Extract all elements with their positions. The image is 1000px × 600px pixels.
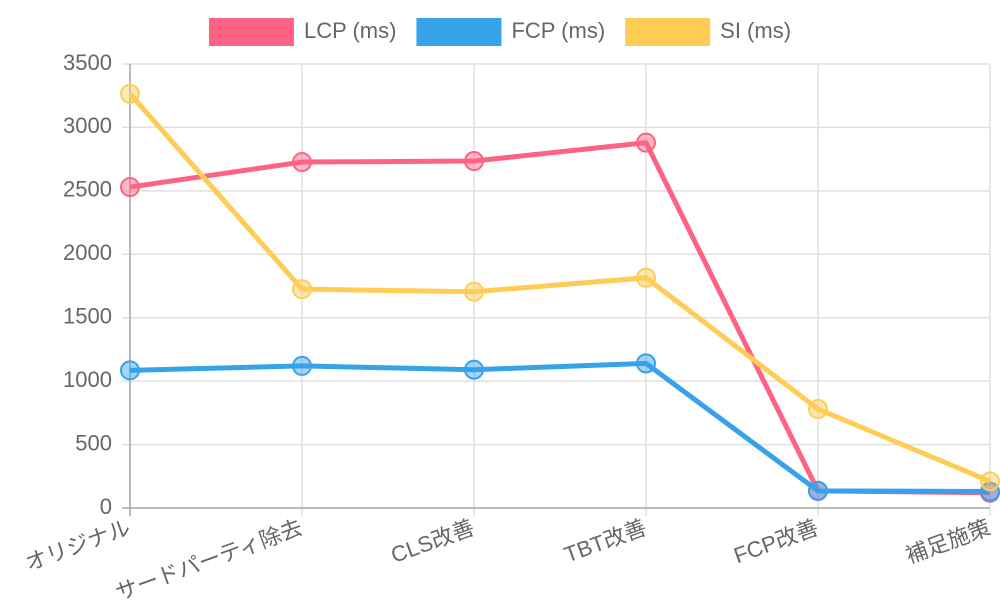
legend-swatch xyxy=(625,18,711,46)
legend: LCP (ms) FCP (ms) SI (ms) xyxy=(208,18,791,46)
x-tick-label: 補足施策 xyxy=(902,515,993,569)
data-point xyxy=(980,481,1000,502)
data-point xyxy=(292,152,312,173)
y-tick-label: 3500 xyxy=(63,50,112,75)
data-point xyxy=(464,151,484,172)
legend-label: FCP (ms) xyxy=(511,18,605,43)
x-tick-label: サードパーティ除去 xyxy=(112,515,305,600)
data-point xyxy=(636,353,656,374)
series-line xyxy=(128,92,991,484)
y-tick-label: 1500 xyxy=(63,304,112,329)
x-tick-label: FCP改善 xyxy=(730,515,821,569)
data-point xyxy=(292,279,312,300)
data-point xyxy=(120,83,140,104)
data-point xyxy=(120,360,140,381)
data-point xyxy=(980,471,1000,492)
y-tick-label: 0 xyxy=(100,494,112,519)
y-tick-label: 2000 xyxy=(63,240,112,265)
x-tick-label: オリジナル xyxy=(22,515,134,576)
legend-swatch xyxy=(416,18,502,46)
data-point xyxy=(120,177,140,198)
data-point xyxy=(636,267,656,288)
series-line xyxy=(129,360,991,495)
y-tick-label: 500 xyxy=(75,430,112,455)
legend-label: SI (ms) xyxy=(720,18,791,43)
data-point xyxy=(292,355,312,376)
data-point xyxy=(808,399,828,420)
legend-label: LCP (ms) xyxy=(304,18,397,43)
legend-swatch xyxy=(208,18,294,46)
data-point xyxy=(636,132,656,153)
data-point xyxy=(464,359,484,380)
data-point xyxy=(808,480,828,501)
y-tick-label: 2500 xyxy=(63,177,112,202)
data-point xyxy=(464,281,484,302)
y-tick-label: 3000 xyxy=(63,113,112,138)
x-tick-label: TBT改善 xyxy=(561,515,650,568)
x-tick-label: CLS改善 xyxy=(388,515,478,568)
y-tick-label: 1000 xyxy=(63,367,112,392)
